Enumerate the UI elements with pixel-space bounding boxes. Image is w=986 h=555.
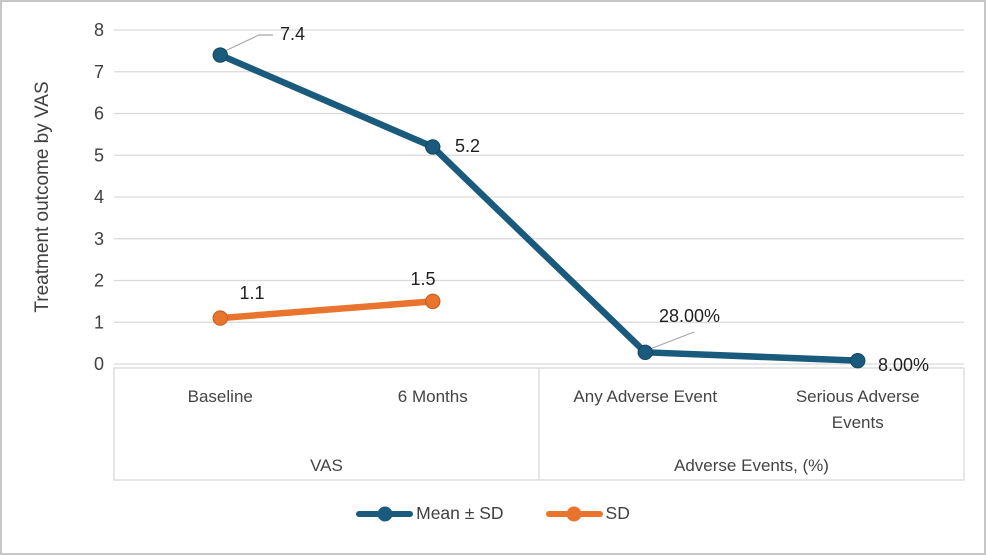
category-label: Baseline xyxy=(188,387,253,406)
data-point-marker xyxy=(425,293,441,310)
legend-marker-line-dot-icon xyxy=(356,506,414,521)
line-chart: 0 1 2 3 4 5 6 7 8 Treatment outcome by VAS VAS Adve… xyxy=(32,20,965,481)
series-line xyxy=(217,51,861,364)
y-tick-label: 8 xyxy=(94,20,104,40)
y-tick-label: 7 xyxy=(94,62,104,82)
y-tick-label: 5 xyxy=(94,145,104,165)
legend-label-mean-sd: Mean ± SD xyxy=(416,503,504,523)
data-point-marker xyxy=(637,344,653,361)
y-tick-label: 0 xyxy=(94,354,104,374)
axis-group-label: Adverse Events, (%) xyxy=(674,456,829,475)
series-line xyxy=(217,298,436,322)
category-label: 6 Months xyxy=(398,387,468,406)
data-label: 8.00% xyxy=(878,355,929,375)
data-label-leader-line xyxy=(224,34,273,52)
data-label-leader-line xyxy=(649,331,695,350)
legend-marker-line-dot-icon xyxy=(545,506,603,521)
category-label: Serious Adverse xyxy=(796,387,920,406)
legend-item-mean-sd: Mean ± SD xyxy=(356,503,504,524)
data-label: 7.4 xyxy=(280,24,305,44)
y-tick-label: 1 xyxy=(94,312,104,332)
y-tick-label: 6 xyxy=(94,104,104,124)
y-tick-label: 4 xyxy=(94,187,104,207)
y-tick-label: 2 xyxy=(94,271,104,291)
y-axis-title: Treatment outcome by VAS xyxy=(32,81,53,312)
category-label: Any Adverse Event xyxy=(573,387,717,406)
legend-label-sd: SD xyxy=(605,503,630,523)
data-label: 28.00% xyxy=(659,306,720,326)
data-label: 1.5 xyxy=(410,269,435,289)
data-label: 1.1 xyxy=(239,283,264,303)
legend-item-sd: SD xyxy=(545,503,630,524)
data-point-marker xyxy=(425,139,441,155)
data-point-marker xyxy=(850,352,866,369)
data-point-marker xyxy=(212,310,228,326)
axis-group-label: VAS xyxy=(310,456,343,475)
chart-legend: Mean ± SD SD xyxy=(2,503,984,524)
y-tick-label: 3 xyxy=(94,229,104,249)
data-point-marker xyxy=(212,47,228,63)
category-label: Events xyxy=(832,413,884,432)
data-label: 5.2 xyxy=(455,136,480,156)
